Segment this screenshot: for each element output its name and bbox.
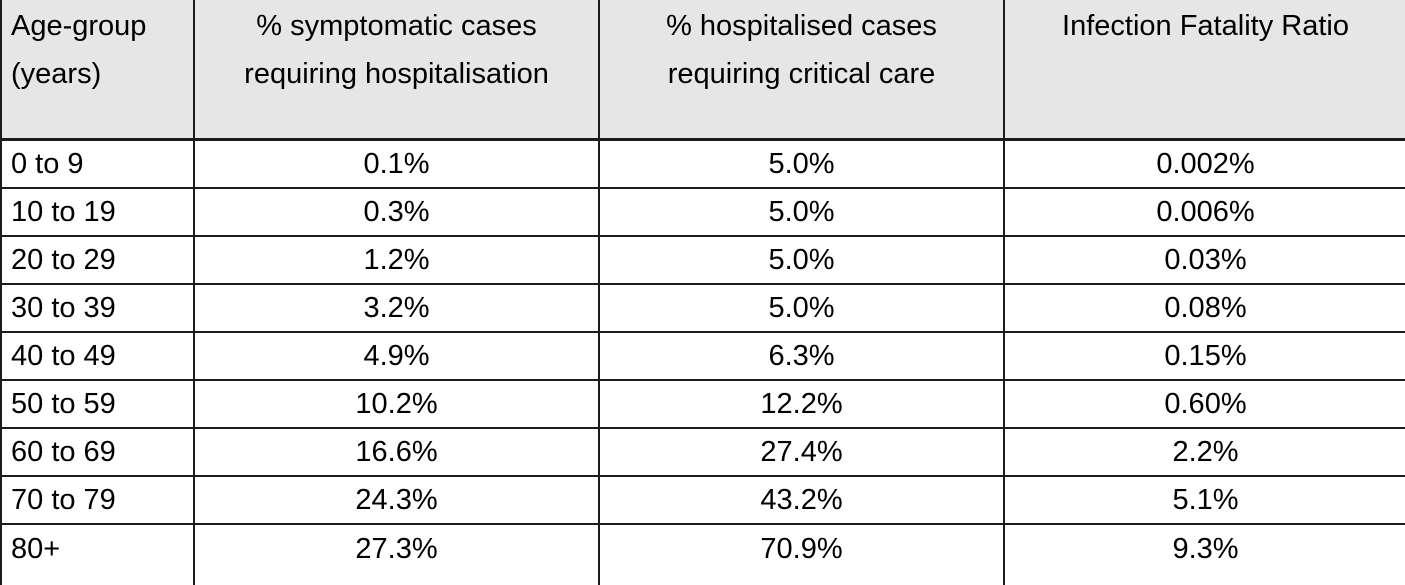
cell-hospitalised-critical-care: 43.2%	[598, 475, 1005, 525]
table-header: Age-group (years) % symptomatic cases re…	[0, 0, 1405, 141]
table-row: 0 to 9 0.1% 5.0% 0.002%	[0, 138, 1405, 189]
cell-symptomatic-hospitalisation: 1.2%	[193, 235, 600, 285]
table-body: 0 to 9 0.1% 5.0% 0.002% 10 to 19 0.3% 5.…	[0, 138, 1405, 585]
cell-hospitalised-critical-care: 70.9%	[598, 523, 1005, 585]
cell-infection-fatality-ratio: 0.08%	[1003, 283, 1405, 333]
cell-age-group: 20 to 29	[0, 235, 195, 285]
cell-symptomatic-hospitalisation: 27.3%	[193, 523, 600, 585]
cell-age-group: 80+	[0, 523, 195, 585]
cell-infection-fatality-ratio: 0.006%	[1003, 187, 1405, 237]
cell-hospitalised-critical-care: 12.2%	[598, 379, 1005, 429]
header-hospitalised-critical-care: % hospitalised cases requiring critical …	[598, 0, 1005, 141]
table-row: 80+ 27.3% 70.9% 9.3%	[0, 523, 1405, 585]
cell-hospitalised-critical-care: 27.4%	[598, 427, 1005, 477]
cell-age-group: 40 to 49	[0, 331, 195, 381]
cell-symptomatic-hospitalisation: 0.3%	[193, 187, 600, 237]
cell-symptomatic-hospitalisation: 0.1%	[193, 138, 600, 189]
table-row: 50 to 59 10.2% 12.2% 0.60%	[0, 379, 1405, 429]
cell-infection-fatality-ratio: 9.3%	[1003, 523, 1405, 585]
table-row: 20 to 29 1.2% 5.0% 0.03%	[0, 235, 1405, 285]
cell-infection-fatality-ratio: 5.1%	[1003, 475, 1405, 525]
cell-infection-fatality-ratio: 0.002%	[1003, 138, 1405, 189]
cell-symptomatic-hospitalisation: 16.6%	[193, 427, 600, 477]
cell-symptomatic-hospitalisation: 3.2%	[193, 283, 600, 333]
table-row: 40 to 49 4.9% 6.3% 0.15%	[0, 331, 1405, 381]
cell-infection-fatality-ratio: 0.15%	[1003, 331, 1405, 381]
header-row: Age-group (years) % symptomatic cases re…	[0, 0, 1405, 141]
table-row: 30 to 39 3.2% 5.0% 0.08%	[0, 283, 1405, 333]
cell-hospitalised-critical-care: 5.0%	[598, 187, 1005, 237]
cell-age-group: 60 to 69	[0, 427, 195, 477]
cell-age-group: 30 to 39	[0, 283, 195, 333]
cell-infection-fatality-ratio: 0.60%	[1003, 379, 1405, 429]
cell-infection-fatality-ratio: 0.03%	[1003, 235, 1405, 285]
cell-hospitalised-critical-care: 5.0%	[598, 283, 1005, 333]
cell-age-group: 10 to 19	[0, 187, 195, 237]
header-infection-fatality-ratio: Infection Fatality Ratio	[1003, 0, 1405, 141]
cell-symptomatic-hospitalisation: 4.9%	[193, 331, 600, 381]
cell-age-group: 0 to 9	[0, 138, 195, 189]
table-row: 70 to 79 24.3% 43.2% 5.1%	[0, 475, 1405, 525]
header-age-group: Age-group (years)	[0, 0, 195, 141]
cell-infection-fatality-ratio: 2.2%	[1003, 427, 1405, 477]
cell-symptomatic-hospitalisation: 10.2%	[193, 379, 600, 429]
table-row: 60 to 69 16.6% 27.4% 2.2%	[0, 427, 1405, 477]
table-row: 10 to 19 0.3% 5.0% 0.006%	[0, 187, 1405, 237]
cell-age-group: 50 to 59	[0, 379, 195, 429]
cell-hospitalised-critical-care: 5.0%	[598, 138, 1005, 189]
cell-hospitalised-critical-care: 5.0%	[598, 235, 1005, 285]
header-symptomatic-hospitalisation: % symptomatic cases requiring hospitalis…	[193, 0, 600, 141]
cell-age-group: 70 to 79	[0, 475, 195, 525]
cell-hospitalised-critical-care: 6.3%	[598, 331, 1005, 381]
cell-symptomatic-hospitalisation: 24.3%	[193, 475, 600, 525]
